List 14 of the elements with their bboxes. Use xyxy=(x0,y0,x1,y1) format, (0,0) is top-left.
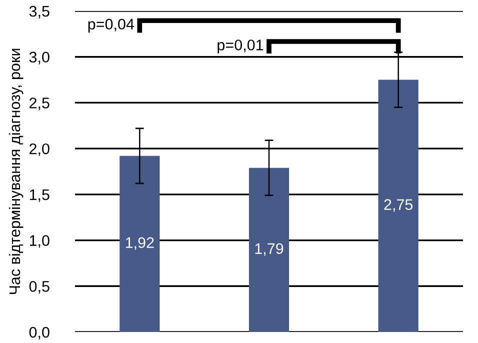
y-tick-label: 0,5 xyxy=(29,281,50,294)
y-tick-label: 2,0 xyxy=(30,143,50,156)
data-label: 1,79 xyxy=(255,243,284,256)
y-tick-label: 0,0 xyxy=(29,326,50,340)
y-tick-label: 1,0 xyxy=(30,235,50,248)
y-tick-label: 1,5 xyxy=(30,189,50,202)
y-tick-label: 3,5 xyxy=(29,6,50,18)
data-label: 1,92 xyxy=(126,237,154,250)
annotation: p=0,04 xyxy=(88,18,134,33)
data-label: 2,75 xyxy=(384,199,413,212)
annotation: p=0,01 xyxy=(218,40,264,54)
y-tick-label: 3,0 xyxy=(29,52,50,64)
y-tick-label: 2,5 xyxy=(30,98,50,110)
y-axis-title: Час відтермінування діагнозу, роки xyxy=(8,48,24,294)
